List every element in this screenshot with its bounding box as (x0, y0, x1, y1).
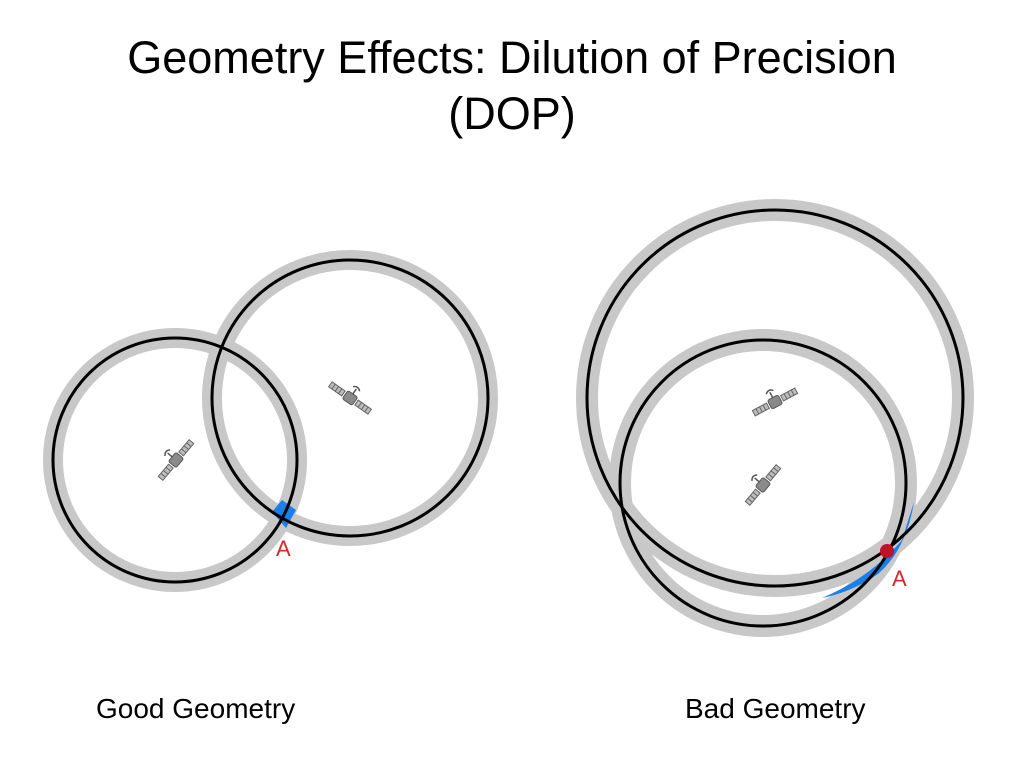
satellite-icon (326, 372, 378, 417)
good-right-range-circle (210, 258, 490, 538)
good-geometry-caption: Good Geometry (96, 693, 296, 724)
bad-geometry-caption: Bad Geometry (685, 693, 866, 724)
bad-geometry-diagram: A (576, 199, 974, 637)
good-left-range-circle (51, 336, 299, 584)
slide-title: Geometry Effects: Dilution of Precision … (0, 30, 1024, 142)
bad-position-point (880, 544, 894, 558)
good-point-label: A (276, 536, 291, 561)
title-line-1: Geometry Effects: Dilution of Precision (127, 32, 897, 83)
title-line-2: (DOP) (448, 88, 576, 139)
satellite-icon (149, 432, 197, 483)
bad-large-range-circle (585, 208, 965, 588)
satellite-icon (746, 378, 800, 419)
bad-point-label: A (892, 566, 907, 591)
good-geometry-diagram: A (43, 250, 498, 592)
satellite-icon (736, 457, 784, 508)
bad-small-range-circle (618, 338, 908, 628)
